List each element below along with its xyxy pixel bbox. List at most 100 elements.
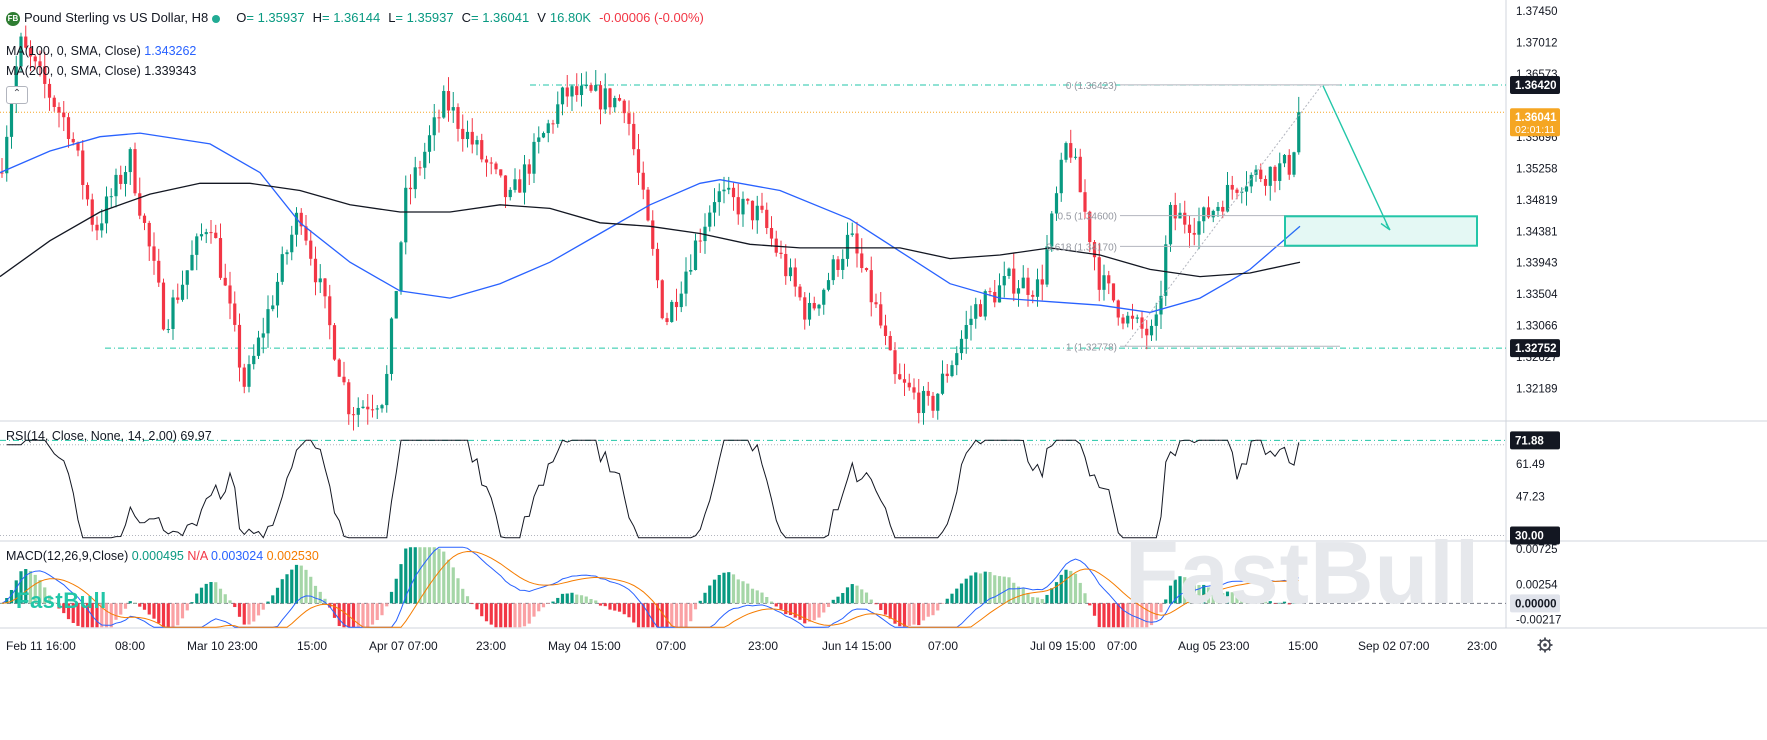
macd-histogram-bar: [223, 594, 227, 604]
candle-body: [1278, 163, 1282, 181]
candle-body: [1292, 152, 1296, 175]
close-value: = 1.36041: [471, 10, 530, 25]
macd-histogram-bar: [366, 603, 370, 628]
time-tick-label: 07:00: [1107, 639, 1137, 653]
macd-histogram-bar: [779, 603, 783, 610]
macd-histogram-bar: [442, 551, 446, 604]
candle-body: [708, 212, 712, 227]
macd-histogram-bar: [532, 603, 536, 617]
candle-body: [926, 390, 930, 396]
candle-body: [812, 302, 816, 309]
candle-body: [978, 304, 983, 317]
candle-body: [722, 189, 726, 192]
macd-histogram-bar: [109, 603, 113, 628]
macd-histogram-bar: [841, 593, 845, 604]
macd-histogram-bar: [575, 594, 579, 604]
macd-histogram-bar: [826, 603, 831, 607]
candle-body: [983, 291, 987, 317]
ma100-legend[interactable]: MA(100, 0, SMA, Close) 1.343262: [6, 44, 196, 58]
candle-body: [503, 175, 508, 198]
candle-body: [62, 112, 66, 118]
macd-histogram-bar: [565, 593, 569, 604]
candle-body: [275, 281, 280, 306]
candle-body: [413, 167, 417, 190]
collapse-legend-button[interactable]: ⌃: [6, 86, 28, 104]
candle-body: [898, 374, 902, 380]
macd-histogram-bar: [627, 603, 631, 618]
macd-histogram-bar: [1292, 603, 1296, 604]
candle-body: [1040, 279, 1044, 285]
macd-tick-label: 0.00725: [1516, 544, 1558, 556]
candle-body: [594, 85, 598, 91]
candle-body: [451, 107, 455, 111]
macd-histogram-bar: [1126, 603, 1130, 628]
candle-body: [1083, 192, 1087, 212]
candle-body: [437, 117, 441, 119]
forecast-arrow-line[interactable]: [1322, 85, 1390, 229]
ma200-legend[interactable]: MA(200, 0, SMA, Close) 1.339343: [6, 64, 196, 78]
symbol-title[interactable]: Pound Sterling vs US Dollar, H8: [24, 10, 209, 25]
ma100-value: 1.343262: [144, 44, 197, 58]
rsi-legend[interactable]: RSI(14, Close, None, 14, 2.00) 69.97: [6, 429, 212, 443]
macd-histogram-bar: [997, 576, 1002, 604]
candle-body: [855, 233, 859, 254]
high-level-price-label: 1.36420: [1515, 80, 1557, 92]
candle-body: [1021, 277, 1025, 289]
macd-histogram-bar: [380, 603, 384, 616]
macd-histogram-bar: [456, 578, 460, 604]
macd-histogram-bar: [147, 603, 151, 615]
macd-histogram-bar: [361, 603, 365, 628]
candlestick-series: [0, 25, 1301, 431]
candle-body: [465, 131, 470, 140]
low-value: = 1.35937: [395, 10, 454, 25]
candle-body: [964, 325, 968, 339]
candle-body: [1054, 193, 1059, 214]
candle-body: [480, 140, 484, 160]
macd-legend[interactable]: MACD(12,26,9,Close) 0.000495 N/A 0.00302…: [6, 549, 319, 563]
candle-body: [95, 224, 99, 231]
settings-gear-icon[interactable]: [1537, 637, 1553, 653]
candle-body: [717, 191, 721, 203]
candle-body: [408, 187, 413, 190]
macd-histogram-bar: [408, 547, 413, 604]
candle-body: [228, 285, 232, 304]
macd-histogram-bar: [793, 603, 797, 618]
candle-body: [323, 278, 327, 297]
target-zone-box[interactable]: [1284, 215, 1478, 247]
candle-body: [765, 209, 769, 229]
candle-body: [9, 102, 14, 137]
candle-body: [475, 140, 479, 145]
macd-histogram-bar: [1078, 582, 1082, 604]
macd-histogram-bar: [1159, 603, 1163, 613]
price-axis[interactable]: 1.374501.370121.365731.356961.352581.348…: [1510, 6, 1561, 627]
candle-body: [850, 233, 854, 235]
candle-body: [109, 196, 113, 198]
candle-body: [5, 136, 9, 174]
candle-body: [351, 414, 356, 416]
candle-body: [1026, 277, 1030, 295]
macd-histogram-bar: [195, 593, 199, 604]
macd-histogram-bar: [161, 603, 166, 628]
candle-body: [584, 85, 588, 87]
time-axis[interactable]: Feb 11 16:00 08:00 Mar 10 23:00 15:00 Apr 07…: [6, 637, 1553, 654]
macd-histogram-bar: [328, 603, 332, 608]
drawing-tools[interactable]: 0 (1.36423) 0.5 (1.34600) 0.618 (1.34170) 1…: [1046, 81, 1478, 353]
macd-histogram-bar: [38, 579, 42, 604]
candle-body: [1073, 156, 1078, 158]
macd-histogram-bar: [679, 603, 683, 628]
chevron-up-icon: ⌃: [12, 88, 22, 99]
macd-histogram-bar: [199, 587, 204, 604]
macd-histogram-bar: [974, 572, 978, 604]
candle-body: [195, 236, 199, 255]
macd-histogram-bar: [1221, 593, 1225, 604]
candle-body: [209, 232, 213, 234]
macd-histogram-bar: [423, 547, 427, 604]
macd-histogram-bar: [394, 578, 398, 604]
macd-histogram-bar: [1045, 594, 1049, 604]
candle-body: [788, 267, 793, 277]
macd-histogram-bar: [570, 592, 574, 604]
candle-body: [712, 202, 717, 213]
candle-body: [456, 107, 460, 129]
macd-histogram-bar: [475, 603, 479, 610]
